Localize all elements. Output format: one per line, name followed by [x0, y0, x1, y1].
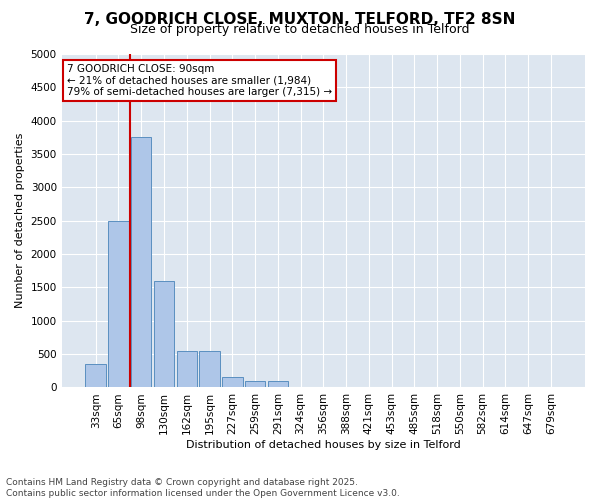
Text: Size of property relative to detached houses in Telford: Size of property relative to detached ho… [130, 22, 470, 36]
Bar [176, 351, 197, 388]
Text: 7 GOODRICH CLOSE: 90sqm
← 21% of detached houses are smaller (1,984)
79% of semi: 7 GOODRICH CLOSE: 90sqm ← 21% of detache… [67, 64, 332, 97]
Bar [222, 378, 242, 388]
Bar [245, 381, 265, 388]
X-axis label: Distribution of detached houses by size in Telford: Distribution of detached houses by size … [186, 440, 461, 450]
Bar [199, 351, 220, 388]
Text: 7, GOODRICH CLOSE, MUXTON, TELFORD, TF2 8SN: 7, GOODRICH CLOSE, MUXTON, TELFORD, TF2 … [85, 12, 515, 28]
Text: Contains HM Land Registry data © Crown copyright and database right 2025.
Contai: Contains HM Land Registry data © Crown c… [6, 478, 400, 498]
Bar [131, 138, 151, 388]
Bar [268, 381, 288, 388]
Bar [154, 281, 174, 388]
Bar [108, 220, 129, 388]
Y-axis label: Number of detached properties: Number of detached properties [15, 133, 25, 308]
Bar [85, 364, 106, 388]
